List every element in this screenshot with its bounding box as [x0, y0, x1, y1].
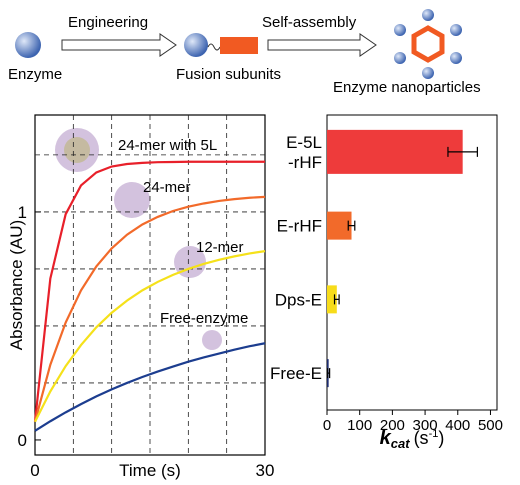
x-tick-label: 0	[30, 461, 39, 480]
superscript: -1	[429, 428, 439, 440]
error-bar	[447, 146, 478, 157]
protein-images	[55, 128, 222, 350]
x-axis-label: Time (s)	[119, 461, 181, 480]
y-tick-label: Dps-E	[275, 290, 322, 309]
schematic-label: Enzyme nanoparticles	[333, 79, 481, 96]
unit: (s	[414, 428, 429, 448]
nanoparticle-icon	[394, 9, 462, 79]
schematic-label: Fusion subunits	[176, 66, 281, 83]
x-axis-label: kcat (s-1)	[380, 427, 445, 451]
arrow	[61, 33, 177, 57]
step-label: Engineering	[68, 14, 148, 31]
subscript: cat	[391, 436, 410, 451]
x-tick-label: 0	[323, 417, 331, 434]
y-tick-label: 1	[18, 203, 27, 222]
schematic: Enzyme Engineering Fusion subunits Self-…	[8, 9, 481, 96]
annotation: 12-mer	[196, 239, 244, 256]
annotation: 24-mer	[143, 179, 191, 196]
enzyme-icon	[184, 33, 208, 57]
x-tick-label: 400	[445, 417, 470, 434]
annotation: Free-enzyme	[160, 310, 248, 327]
line	[33, 195, 266, 422]
bar	[327, 211, 352, 240]
schematic-label: Enzyme	[8, 66, 62, 83]
line	[33, 160, 265, 422]
y-tick-label: Free-E	[270, 364, 322, 383]
error-bar	[347, 220, 356, 231]
linker	[207, 43, 221, 51]
x-tick-label: 200	[380, 417, 405, 434]
arrow	[267, 33, 377, 57]
y-tick-label: E-5L	[286, 133, 322, 152]
ferritin-block	[220, 37, 258, 54]
x-tick-label: 30	[256, 461, 275, 480]
error-bar	[327, 368, 331, 379]
annotation: 24-mer with 5L	[118, 137, 217, 154]
symbol: k	[380, 427, 392, 449]
step-label: Self-assembly	[262, 14, 357, 31]
error-bar	[333, 294, 340, 305]
x-tick-label: 100	[347, 417, 372, 434]
line	[34, 250, 266, 423]
y-tick-label: -rHF	[288, 153, 322, 172]
x-tick-label: 300	[413, 417, 438, 434]
y-tick-label: 0	[18, 431, 27, 450]
x-tick-label: 500	[478, 417, 503, 434]
unit-close: )	[438, 428, 444, 448]
bar	[327, 129, 463, 174]
y-axis-label: Absorbance (AU)	[7, 220, 26, 350]
plot-frame	[326, 114, 498, 411]
line	[34, 342, 266, 432]
y-tick-label: E-rHF	[277, 217, 322, 236]
enzyme-icon	[15, 32, 41, 58]
bar	[327, 285, 337, 314]
